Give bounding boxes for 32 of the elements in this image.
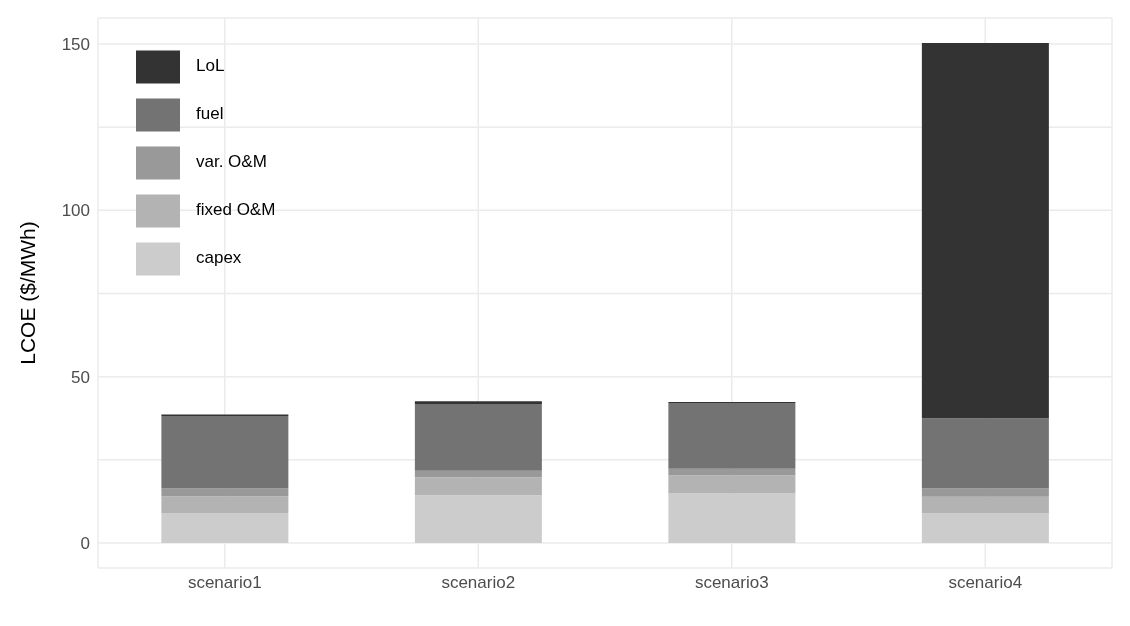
- bar: [414, 477, 542, 496]
- x-tick-label: scenario1: [187, 573, 262, 593]
- bar: [161, 513, 289, 544]
- bar: [921, 496, 1049, 514]
- x-tick-label: scenario3: [694, 573, 769, 593]
- bar: [414, 403, 542, 471]
- y-tick-label: 150: [61, 34, 90, 54]
- bar: [921, 418, 1049, 489]
- x-tick-label: scenario2: [441, 573, 516, 593]
- bar: [414, 495, 542, 544]
- bar: [668, 402, 796, 469]
- legend-label: LoL: [196, 56, 225, 75]
- bar: [921, 513, 1049, 544]
- legend-label: fixed O&M: [196, 200, 276, 219]
- bar: [161, 488, 289, 497]
- bar: [668, 493, 796, 544]
- bar: [668, 475, 796, 494]
- bar: [921, 488, 1049, 497]
- bar: [921, 42, 1049, 419]
- bar: [668, 468, 796, 476]
- bar: [161, 415, 289, 489]
- y-tick-label: 0: [80, 534, 90, 554]
- x-tick-label: scenario4: [948, 573, 1023, 593]
- bar: [414, 401, 542, 404]
- legend-label: fuel: [196, 104, 224, 123]
- bar: [414, 470, 542, 478]
- legend-label: capex: [196, 248, 242, 267]
- bar: [161, 496, 289, 514]
- legend-label: var. O&M: [196, 152, 267, 171]
- y-tick-label: 50: [71, 367, 90, 387]
- y-axis-title: LCOE ($/MWh): [16, 221, 40, 365]
- y-tick-label: 100: [61, 201, 90, 221]
